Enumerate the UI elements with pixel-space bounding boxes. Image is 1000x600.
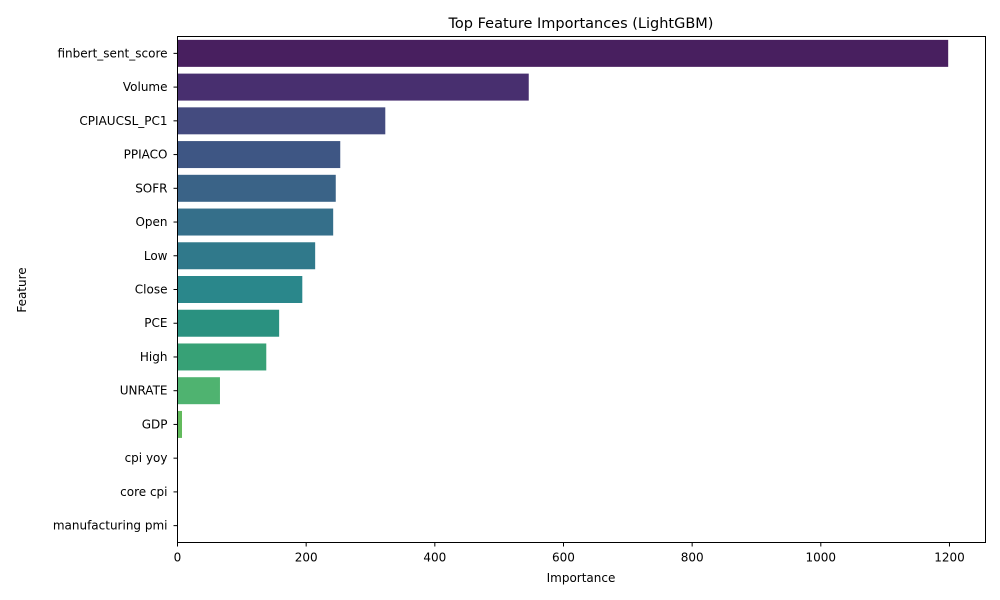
y-tick-label: Low	[144, 249, 168, 263]
y-tick-group: finbert_sent_score Volume CPIAUCSL_PC1 PPIA…	[53, 46, 178, 533]
bar	[177, 174, 336, 202]
y-tick-label: High	[140, 350, 168, 364]
bar	[177, 242, 316, 270]
x-tick-label: 200	[295, 551, 318, 565]
bar	[177, 343, 267, 371]
y-axis-label: Feature	[15, 267, 29, 312]
y-tick-label: core cpi	[120, 485, 167, 499]
bar	[177, 73, 529, 101]
x-tick-label: 800	[681, 551, 704, 565]
x-tick-label: 600	[552, 551, 575, 565]
chart-title: Top Feature Importances (LightGBM)	[448, 16, 714, 32]
bar	[177, 377, 220, 405]
y-tick-label: Open	[135, 215, 167, 229]
x-axis-label: Importance	[547, 571, 616, 585]
y-tick-label: CPIAUCSL_PC1	[79, 114, 167, 128]
bar	[177, 208, 334, 236]
bar	[177, 410, 183, 438]
plot-frame	[177, 36, 986, 543]
y-tick-label: finbert_sent_score	[58, 46, 168, 60]
y-tick-label: Close	[135, 283, 168, 297]
y-tick-label: Volume	[123, 80, 168, 94]
bar	[177, 141, 341, 169]
bars-group	[177, 39, 949, 438]
y-tick-label: PCE	[144, 316, 167, 330]
y-tick-label: manufacturing pmi	[53, 519, 168, 533]
y-tick-label: PPIACO	[124, 148, 168, 162]
y-tick-label: SOFR	[135, 181, 167, 195]
x-tick-label: 400	[423, 551, 446, 565]
bar	[177, 39, 949, 67]
x-tick-label: 0	[174, 551, 182, 565]
x-tick-label: 1000	[806, 551, 837, 565]
y-tick-label: GDP	[142, 417, 168, 431]
x-tick-group: 0 200 400 600 800 1000 1200	[174, 542, 965, 565]
y-tick-label: cpi yoy	[125, 451, 168, 465]
bar	[177, 309, 280, 337]
bar	[177, 276, 303, 303]
y-tick-label: UNRATE	[120, 384, 168, 398]
x-tick-label: 1200	[934, 551, 965, 565]
bar	[177, 107, 386, 135]
